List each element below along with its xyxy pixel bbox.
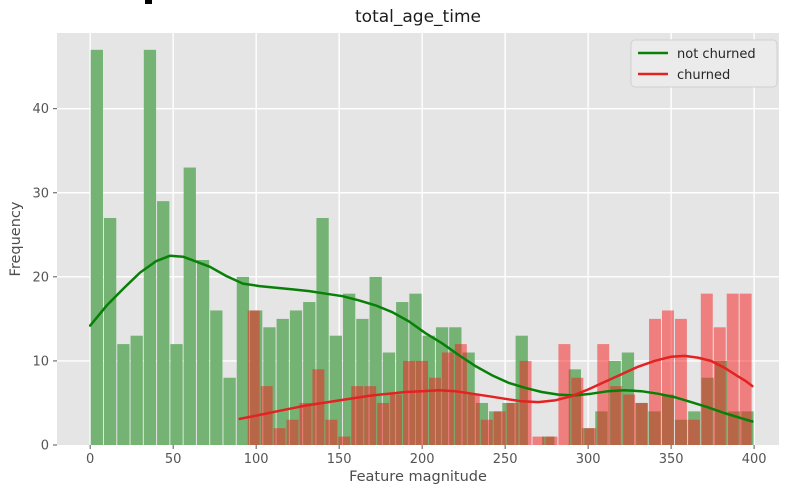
hist-bar-not-churned [196,260,210,445]
hist-bar-not-churned [210,310,223,445]
axis-tick-labels: 0 50 100 150 200 250 300 350 400 0 10 20 30 40 [32,102,766,467]
hist-bar-churned [713,327,726,445]
hist-bar-churned [299,402,312,445]
hist-bar-not-churned [329,335,342,445]
hist-bar-not-churned [157,201,170,445]
hist-bar-churned [545,436,558,445]
hist-bar-not-churned [289,310,303,445]
legend: not churned churned [630,39,778,88]
hist-bar-churned [247,310,260,445]
hist-bar-churned [519,360,532,445]
hist-bar-not-churned [117,344,130,445]
clipped-text-artifact [145,0,152,4]
hist-bar-churned [700,293,713,445]
hist-bar-churned [273,428,286,445]
hist-bar-churned [364,386,377,445]
x-tick-label: 150 [327,452,352,467]
x-tick-label: 100 [244,452,269,467]
hist-bar-not-churned [276,318,289,445]
hist-bar-churned [649,318,661,445]
x-axis-label: Feature magnitude [349,469,487,485]
hist-bar-churned [597,344,610,445]
hist-bar-not-churned [130,335,143,445]
hist-bar-churned [571,377,584,445]
hist-bar-not-churned [236,276,250,445]
x-tick-label: 250 [493,452,518,467]
hist-bar-churned [584,428,597,445]
x-tick-label: 400 [742,452,767,467]
hist-bar-not-churned [103,217,117,445]
hist-bar-churned [260,386,273,445]
hist-bar-churned [351,386,364,445]
y-tick-label: 0 [41,439,49,454]
hist-bar-churned [480,419,493,445]
hist-bar-churned [377,402,390,445]
hist-bar-not-churned [170,344,183,445]
hist-bar-churned [325,419,338,445]
legend-label-not-churned: not churned [677,47,756,62]
hist-bar-not-churned [223,377,236,445]
y-tick-label: 40 [32,102,49,117]
hist-bar-not-churned [183,167,196,445]
x-tick-label: 350 [659,452,684,467]
hist-bar-churned [532,436,545,445]
y-tick-label: 30 [32,186,49,201]
hist-bar-churned [286,419,299,445]
x-tick-label: 50 [165,452,182,467]
hist-bar-churned [493,411,506,445]
kde-curve-churned [238,354,754,421]
hist-bar-churned [390,394,403,445]
hist-bar-churned [428,377,441,445]
y-axis-label: Frequency [8,201,24,276]
legend-label-churned: churned [677,68,730,83]
hist-bar-churned [687,419,700,445]
hist-bar-churned [674,318,687,445]
hist-bar-churned [739,293,752,445]
hist-bar-churned [636,402,649,445]
axis-ticks [53,108,755,449]
y-tick-label: 10 [32,354,49,369]
hist-bar-churned [454,344,467,445]
kde-curves [88,254,754,423]
y-tick-label: 20 [32,270,49,285]
hist-bar-churned [726,293,739,445]
x-tick-label: 200 [410,452,435,467]
hist-bar-not-churned [143,49,157,446]
hist-bar-churned [610,386,623,445]
chart-title: total_age_time [355,7,481,27]
x-tick-label: 300 [576,452,601,467]
hist-bar-churned [312,369,325,445]
hist-bar-churned [623,394,636,445]
kde-curve-not-churned [88,254,754,423]
hist-bar-churned [416,360,428,445]
x-tick-label: 0 [86,452,94,467]
hist-bar-churned [441,352,454,445]
hist-bar-churned [338,436,351,445]
hist-bar-churned [403,360,416,445]
hist-bar-churned [661,310,674,445]
hist-bar-churned [506,402,519,445]
hist-bar-not-churned [90,49,103,446]
hist-bar-churned [467,394,480,445]
